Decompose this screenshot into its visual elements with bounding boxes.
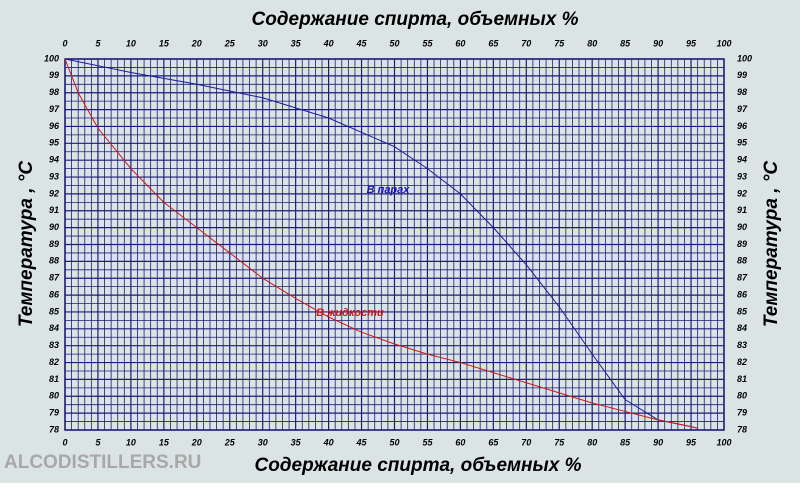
x-tick-label: 20	[191, 437, 202, 447]
x-tick-label: 65	[488, 437, 499, 447]
x-tick-label: 40	[323, 437, 334, 447]
y-tick-label: 79	[737, 408, 747, 418]
x-tick-label: 85	[620, 38, 631, 48]
y-tick-label: 80	[737, 391, 747, 401]
y-tick-label: 80	[49, 391, 59, 401]
y-tick-label: 82	[49, 357, 59, 367]
x-tick-label: 45	[356, 38, 368, 48]
y-tick-label: 99	[49, 70, 59, 80]
y-tick-label: 79	[49, 408, 59, 418]
y-tick-label: 96	[49, 121, 60, 131]
chart-title: Содержание спирта, объемных %	[251, 9, 578, 30]
x-tick-label: 90	[653, 38, 663, 48]
x-tick-label: 5	[95, 38, 101, 48]
y-tick-label: 94	[49, 155, 59, 165]
y-tick-label: 97	[49, 104, 60, 114]
x-axis-title: Содержание спирта, объемных %	[254, 455, 581, 476]
x-tick-label: 30	[258, 437, 268, 447]
y-tick-label: 92	[737, 188, 747, 198]
y-tick-label: 81	[737, 374, 747, 384]
x-tick-label: 55	[422, 437, 433, 447]
y-tick-label: 95	[737, 138, 748, 148]
y-tick-label: 98	[737, 87, 747, 97]
y-tick-label: 87	[737, 273, 748, 283]
x-tick-label: 90	[653, 437, 663, 447]
series-line	[64, 58, 698, 429]
y-tick-label: 90	[737, 222, 747, 232]
y-tick-label: 82	[737, 357, 747, 367]
x-tick-label: 0	[62, 437, 67, 447]
y-tick-label: 95	[49, 138, 60, 148]
x-tick-label: 95	[686, 38, 697, 48]
y-tick-label: 98	[49, 87, 59, 97]
y-tick-label: 94	[737, 155, 747, 165]
y-tick-label: 85	[49, 306, 60, 316]
y-tick-label: 100	[44, 53, 59, 63]
y-tick-label: 78	[49, 424, 59, 434]
x-tick-label: 20	[191, 38, 202, 48]
x-tick-label: 15	[159, 437, 170, 447]
x-tick-label: 50	[389, 38, 399, 48]
y-tick-label: 91	[737, 205, 747, 215]
x-tick-label: 100	[716, 437, 731, 447]
x-tick-label: 15	[159, 38, 170, 48]
x-tick-label: 70	[521, 437, 531, 447]
x-tick-label: 10	[126, 38, 136, 48]
y-tick-label: 86	[737, 289, 748, 299]
y-tick-label: 89	[49, 239, 59, 249]
x-tick-label: 40	[323, 38, 334, 48]
y-tick-label: 81	[49, 374, 59, 384]
x-tick-label: 65	[488, 38, 499, 48]
x-tick-label: 30	[258, 38, 268, 48]
x-tick-label: 35	[291, 38, 302, 48]
y-tick-label: 84	[49, 323, 59, 333]
y-tick-label: 78	[737, 424, 747, 434]
y-tick-label: 83	[49, 340, 59, 350]
y-tick-label: 91	[49, 205, 59, 215]
y-tick-label: 93	[737, 171, 747, 181]
y-tick-label: 83	[737, 340, 747, 350]
x-tick-label: 0	[62, 38, 67, 48]
x-tick-label: 35	[291, 437, 302, 447]
y-tick-label: 87	[49, 273, 60, 283]
x-tick-label: 50	[389, 437, 399, 447]
series-label: В жидкости	[316, 307, 384, 319]
y-axis-title: Температура , °С	[16, 161, 37, 327]
x-tick-label: 55	[422, 38, 433, 48]
x-tick-label: 80	[587, 38, 597, 48]
x-tick-label: 25	[224, 38, 236, 48]
y-tick-label: 99	[737, 70, 747, 80]
x-tick-label: 70	[521, 38, 531, 48]
x-tick-label: 75	[554, 38, 565, 48]
y-tick-label: 90	[49, 222, 59, 232]
y-tick-label: 96	[737, 121, 748, 131]
x-tick-label: 80	[587, 437, 597, 447]
x-tick-label: 5	[95, 437, 101, 447]
series-line	[64, 58, 698, 429]
y-tick-label: 92	[49, 188, 59, 198]
series-label: В парах	[367, 184, 411, 196]
x-tick-label: 25	[224, 437, 236, 447]
x-tick-label: 95	[686, 437, 697, 447]
y-tick-label: 84	[737, 323, 747, 333]
y-tick-label: 100	[737, 53, 752, 63]
x-tick-label: 60	[455, 38, 465, 48]
y-tick-label: 85	[737, 306, 748, 316]
y-tick-label: 86	[49, 289, 60, 299]
y-tick-label: 97	[737, 104, 748, 114]
y-tick-label: 88	[49, 256, 59, 266]
x-tick-label: 60	[455, 437, 465, 447]
x-tick-label: 100	[716, 38, 731, 48]
y-tick-label: 89	[737, 239, 747, 249]
x-tick-label: 85	[620, 437, 631, 447]
y-tick-label: 88	[737, 256, 747, 266]
watermark: ALCODISTILLERS.RU	[4, 452, 201, 473]
x-tick-label: 75	[554, 437, 565, 447]
y2-axis-title: Температура , °С	[761, 161, 782, 327]
x-tick-label: 45	[356, 437, 368, 447]
y-tick-label: 93	[49, 171, 59, 181]
x-tick-label: 10	[126, 437, 136, 447]
